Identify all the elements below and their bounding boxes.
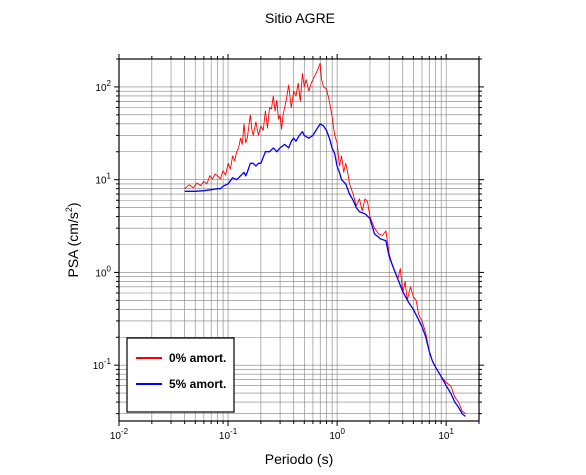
series-line-5pct — [184, 123, 466, 417]
y-tick-label: 101 — [95, 172, 111, 187]
chart-title: Sitio AGRE — [265, 10, 335, 26]
x-tick-label: 10-1 — [219, 427, 238, 442]
y-tick-label: 100 — [95, 264, 111, 279]
series-line-0pct — [184, 62, 466, 415]
x-tick-label: 101 — [438, 427, 454, 442]
legend-label-5pct: 5% amort. — [169, 377, 226, 391]
legend-box — [126, 337, 235, 413]
legend: 0% amort. 5% amort. — [126, 337, 235, 413]
series-layer — [184, 62, 466, 417]
legend-label-0pct: 0% amort. — [169, 351, 226, 365]
y-tick-label: 10-1 — [93, 357, 112, 372]
x-tick-label: 10-2 — [110, 427, 129, 442]
plot-frame — [118, 58, 480, 422]
x-tick-label: 100 — [329, 427, 345, 442]
tick-labels: 10-2 10-1 100 101 10-1 100 101 102 — [93, 79, 455, 442]
y-axis-label: PSA (cm/s2) — [64, 202, 81, 277]
x-axis-label: Periodo (s) — [265, 451, 333, 467]
y-tick-label: 102 — [95, 79, 111, 94]
